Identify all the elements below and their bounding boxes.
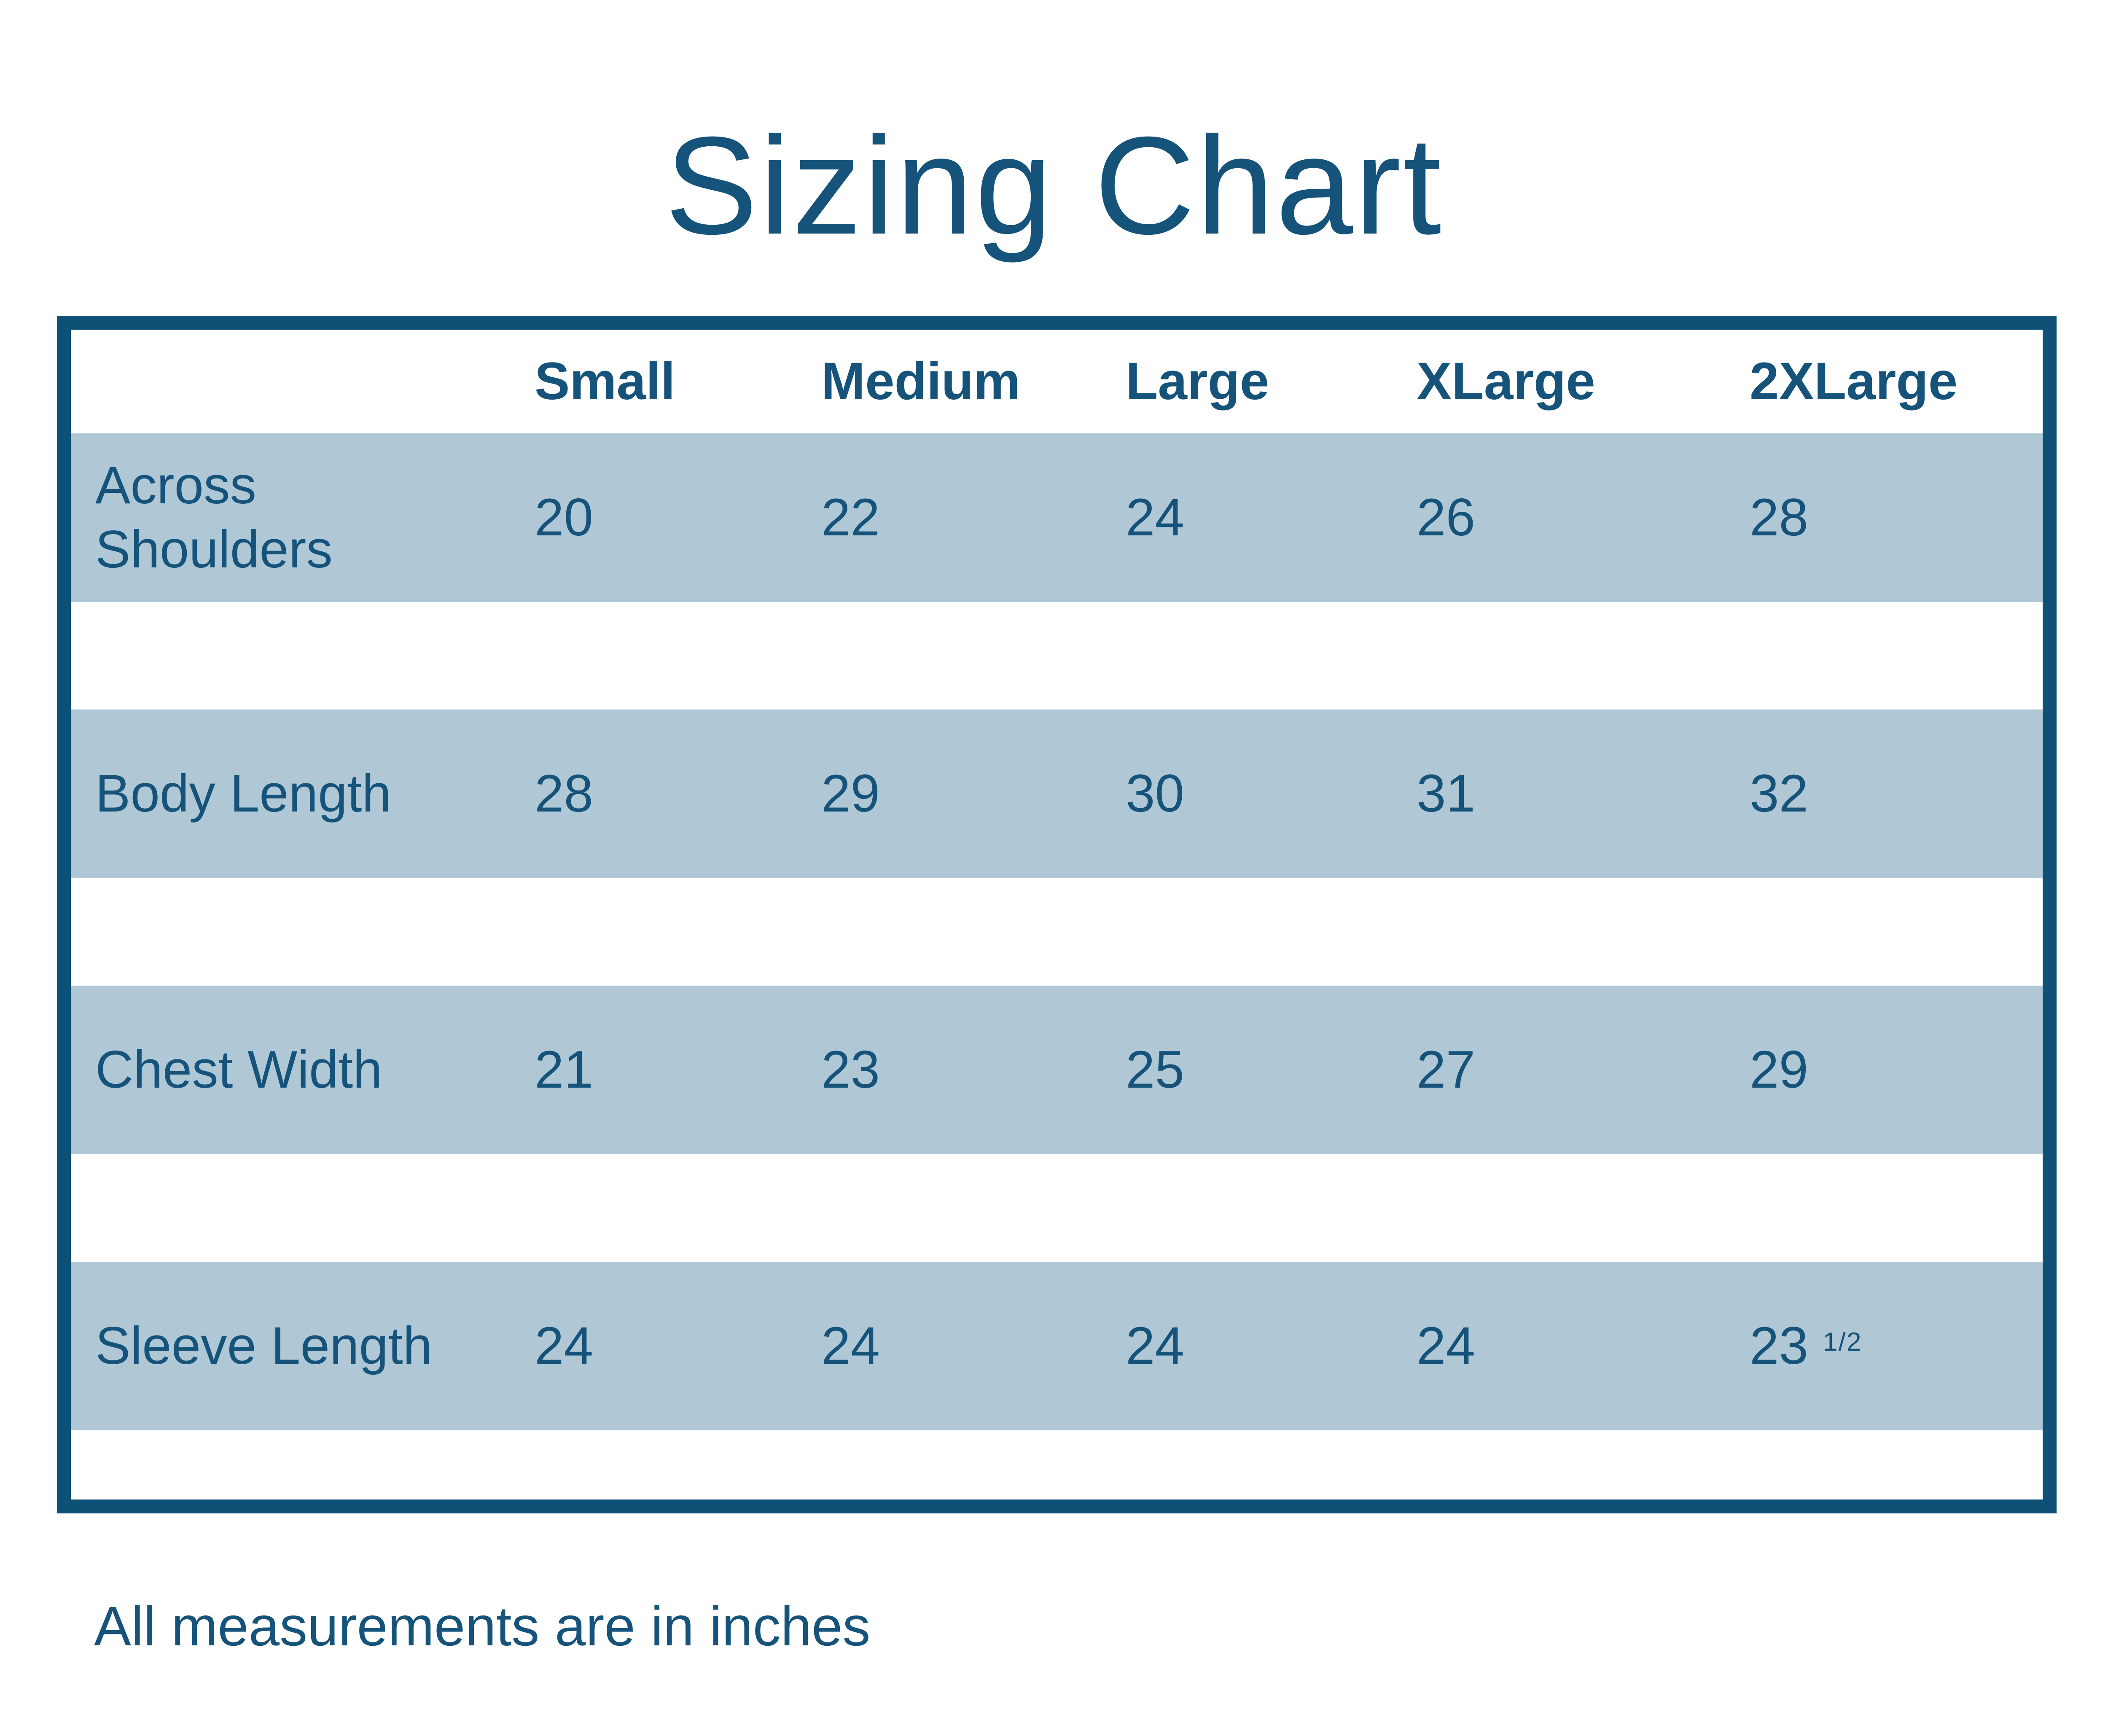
size-cell: 23 1/2 (1750, 1316, 1862, 1375)
row-gap (71, 602, 2043, 709)
table-row: Sleeve Length 24 24 24 24 23 1/2 (71, 1262, 2043, 1430)
size-cell: 24 (1417, 1316, 1476, 1375)
fraction-superscript: 1/2 (1823, 1327, 1862, 1357)
row-gap (71, 1154, 2043, 1262)
page-title: Sizing Chart (665, 107, 1443, 263)
size-cell: 29 (821, 764, 880, 823)
row-label: Body Length (95, 764, 391, 823)
size-cell: 25 (1126, 1040, 1185, 1099)
size-cell: 31 (1417, 764, 1476, 823)
size-cell: 26 (1417, 488, 1476, 547)
column-header: Medium (821, 352, 1021, 411)
column-header: Small (535, 352, 675, 411)
size-cell: 24 (535, 1316, 594, 1375)
table-row: Across Shoulders 20 22 24 26 28 (71, 433, 2043, 602)
size-cell: 24 (1126, 488, 1185, 547)
size-cell: 22 (821, 488, 880, 547)
row-label: Across Shoulders (95, 456, 333, 579)
table-row: Body Length 28 29 30 31 32 (71, 709, 2043, 878)
table-row: Chest Width 21 23 25 27 29 (71, 986, 2043, 1154)
sizing-table: Small Medium Large XLarge 2XLarge Across Shou… (57, 316, 2057, 1513)
table-bottom-spacer (71, 1430, 2043, 1500)
size-cell: 28 (1750, 488, 1809, 547)
column-header: 2XLarge (1750, 352, 1958, 411)
size-cell: 24 (1126, 1316, 1185, 1375)
measurements-note: All measurements are in inches (94, 1595, 871, 1657)
size-cell: 23 (821, 1040, 880, 1099)
size-cell: 20 (535, 488, 594, 547)
size-cell: 24 (821, 1316, 880, 1375)
row-label: Sleeve Length (95, 1316, 433, 1375)
column-header: XLarge (1417, 352, 1595, 411)
size-cell: 29 (1750, 1040, 1809, 1099)
row-gap (71, 878, 2043, 986)
size-cell: 21 (535, 1040, 594, 1099)
size-cell: 27 (1417, 1040, 1476, 1099)
column-header: Large (1126, 352, 1269, 411)
size-cell: 30 (1126, 764, 1185, 823)
size-cell: 32 (1750, 764, 1809, 823)
row-label: Chest Width (95, 1040, 382, 1099)
table-header-row: Small Medium Large XLarge 2XLarge (71, 330, 2043, 433)
size-cell: 28 (535, 764, 594, 823)
